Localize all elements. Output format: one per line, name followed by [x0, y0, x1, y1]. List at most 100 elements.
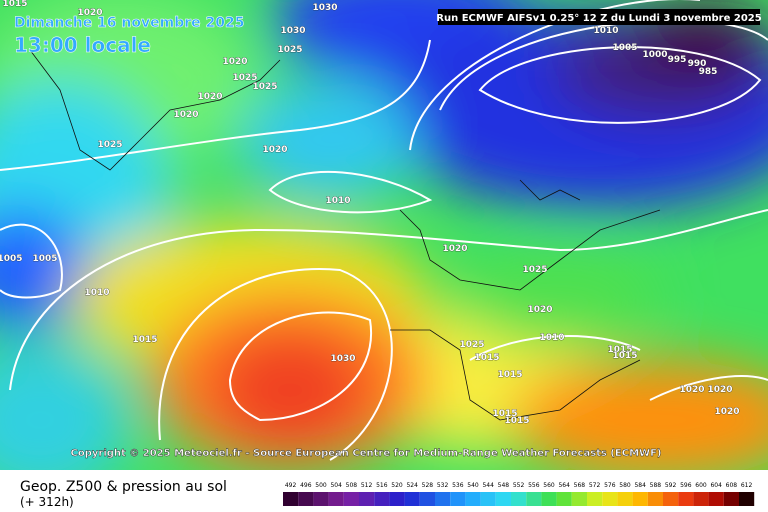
- isobar-label: 1020: [197, 92, 222, 102]
- legend-swatch: [556, 492, 572, 506]
- isobar-label: 1015: [497, 370, 522, 380]
- isobar-label: 1005: [32, 254, 57, 264]
- legend-swatch: [313, 492, 329, 506]
- legend-label: 512: [361, 482, 373, 489]
- forecast-date: Dimanche 16 novembre 2025: [14, 15, 244, 31]
- coastlines: [29, 49, 661, 421]
- legend-label: 540: [467, 482, 479, 489]
- isobar-label: 1010: [325, 196, 350, 206]
- isobar-label: 1025: [459, 340, 484, 350]
- isobar-label: 1015: [504, 416, 529, 426]
- isobar-label: 1015: [612, 351, 637, 361]
- isobar-label: 1020: [77, 8, 102, 18]
- legend-label: 548: [498, 482, 510, 489]
- isobar-label: 1005: [0, 254, 23, 264]
- isobar-label: 1020: [527, 305, 552, 315]
- legend-swatch: [632, 492, 648, 506]
- isobar-label: 1020: [679, 385, 704, 395]
- legend-label: 528: [422, 482, 434, 489]
- legend-label: 516: [376, 482, 388, 489]
- legend-label: 572: [589, 482, 601, 489]
- isobar-label: 1015: [607, 345, 632, 355]
- isobar-label: 1030: [330, 354, 355, 364]
- legend-label: 584: [634, 482, 646, 489]
- legend-label: 560: [543, 482, 555, 489]
- legend-label: 504: [330, 482, 342, 489]
- legend-swatch: [328, 492, 344, 506]
- run-banner: [438, 9, 760, 25]
- isobar-label: 1020: [442, 244, 467, 254]
- isobars: [0, 0, 768, 461]
- legend-label: 508: [346, 482, 358, 489]
- legend-swatch: [343, 492, 359, 506]
- legend-label: 500: [315, 482, 327, 489]
- legend-swatch: [678, 492, 694, 506]
- isobar-label: 1020: [222, 57, 247, 67]
- legend: 492 496 500 504 508 512 516 520 524 528 532 536 540 5…: [283, 482, 755, 506]
- isobar-label: 1020: [714, 407, 739, 417]
- isobar-label: 1015: [474, 353, 499, 363]
- legend-swatch: [450, 492, 466, 506]
- isobar-label: 1015: [492, 409, 517, 419]
- isobar-label: 1015: [2, 0, 27, 9]
- legend-label: 576: [604, 482, 616, 489]
- legend-swatch: [359, 492, 375, 506]
- map: [0, 0, 768, 470]
- legend-label: 496: [300, 482, 312, 489]
- legend-swatch: [617, 492, 633, 506]
- isobar-label: 985: [699, 67, 718, 77]
- legend-label: 580: [619, 482, 631, 489]
- legend-swatch: [389, 492, 405, 506]
- product-title: Geop. Z500 & pression au sol: [20, 479, 227, 495]
- legend-swatch: [374, 492, 390, 506]
- legend-swatch: [298, 492, 314, 506]
- legend-swatch: [511, 492, 527, 506]
- isobar-label: 1010: [539, 333, 564, 343]
- legend-label: 568: [574, 482, 586, 489]
- legend-label: 608: [726, 482, 738, 489]
- legend-swatch: [587, 492, 603, 506]
- legend-label: 536: [452, 482, 464, 489]
- legend-swatch: [283, 492, 299, 506]
- legend-label: 492: [285, 482, 297, 489]
- isobar-label: 1025: [252, 82, 277, 92]
- isobar-label: 990: [688, 59, 707, 69]
- legend-label: 564: [558, 482, 570, 489]
- legend-swatch: [693, 492, 709, 506]
- run-info: Run ECMWF AIFSv1 0.25° 12 Z du Lundi 3 n…: [436, 13, 761, 24]
- legend-swatch: [495, 492, 511, 506]
- legend-label: 596: [680, 482, 692, 489]
- legend-swatch: [602, 492, 618, 506]
- isobar-label: 1025: [277, 45, 302, 55]
- legend-swatch: [465, 492, 481, 506]
- legend-label: 532: [437, 482, 449, 489]
- legend-label: 600: [695, 482, 707, 489]
- legend-swatch: [708, 492, 724, 506]
- legend-label: 612: [741, 482, 753, 489]
- legend-swatch: [435, 492, 451, 506]
- legend-swatch: [647, 492, 663, 506]
- forecast-time: 13:00 locale: [14, 33, 151, 57]
- isobar-label: 1030: [280, 26, 305, 36]
- legend-swatch: [419, 492, 435, 506]
- legend-swatch: [739, 492, 755, 506]
- isobar-label: 1000: [642, 50, 667, 60]
- legend-label: 592: [665, 482, 677, 489]
- legend-swatch: [526, 492, 542, 506]
- isobar-label: 995: [668, 55, 687, 65]
- isobar-label: 1015: [132, 335, 157, 345]
- isobar-label: 1020: [707, 385, 732, 395]
- legend-swatch: [480, 492, 496, 506]
- legend-label: 588: [650, 482, 662, 489]
- isobar-label: 1025: [232, 73, 257, 83]
- lead-time: (+ 312h): [20, 495, 74, 509]
- legend-label: 552: [513, 482, 525, 489]
- legend-label: 524: [406, 482, 418, 489]
- isobar-label: 1005: [612, 43, 637, 53]
- isobar-label: 1030: [312, 3, 337, 13]
- isobar-label: 1025: [522, 265, 547, 275]
- legend-label: 544: [482, 482, 494, 489]
- isobar-label: 1020: [262, 145, 287, 155]
